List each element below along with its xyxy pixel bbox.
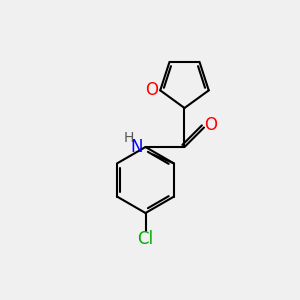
Text: N: N: [131, 138, 143, 156]
Text: H: H: [124, 131, 134, 145]
Text: O: O: [204, 116, 217, 134]
Text: Cl: Cl: [137, 230, 154, 247]
Text: O: O: [145, 81, 158, 99]
